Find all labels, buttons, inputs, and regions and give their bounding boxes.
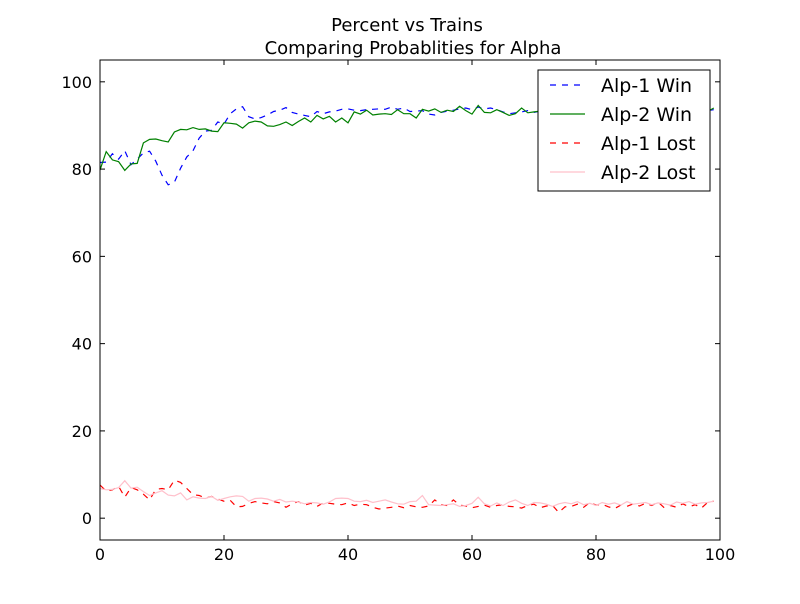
y-tick-label: 20 bbox=[72, 422, 92, 441]
axis-ticks: 0 20 40 60 80 100 0 20 40 60 80 100 bbox=[61, 60, 735, 564]
chart-title: Percent vs Trains bbox=[331, 15, 483, 36]
plot-frame bbox=[99, 59, 721, 541]
legend-entries: Alp-1 Win Alp-2 Win Alp-1 Lost Alp-2 Lost bbox=[550, 75, 696, 184]
x-tick-label: 100 bbox=[705, 545, 736, 564]
legend-label-2: Alp-2 Win bbox=[601, 104, 692, 126]
y-tick-label: 100 bbox=[61, 73, 92, 92]
y-tick-label: 0 bbox=[82, 509, 92, 528]
x-tick-label: 60 bbox=[462, 545, 482, 564]
legend-label-4: Alp-2 Lost bbox=[601, 162, 696, 184]
series-line-4 bbox=[99, 479, 714, 508]
y-tick-label: 40 bbox=[72, 335, 92, 354]
x-tick-label: 80 bbox=[586, 545, 606, 564]
legend: Alp-1 Win Alp-2 Win Alp-1 Lost Alp-2 Lost bbox=[537, 69, 711, 192]
x-tick-label: 0 bbox=[95, 545, 105, 564]
chart-subtitle: Comparing Probablities for Alpha bbox=[265, 38, 562, 59]
legend-label-3: Alp-1 Lost bbox=[601, 133, 696, 155]
series-line-1 bbox=[99, 105, 714, 186]
legend-label-1: Alp-1 Win bbox=[601, 75, 692, 97]
x-tick-label: 20 bbox=[214, 545, 234, 564]
legend-box bbox=[537, 69, 711, 192]
y-tick-label: 60 bbox=[72, 247, 92, 266]
y-tick-label: 80 bbox=[72, 160, 92, 179]
x-tick-label: 40 bbox=[338, 545, 358, 564]
